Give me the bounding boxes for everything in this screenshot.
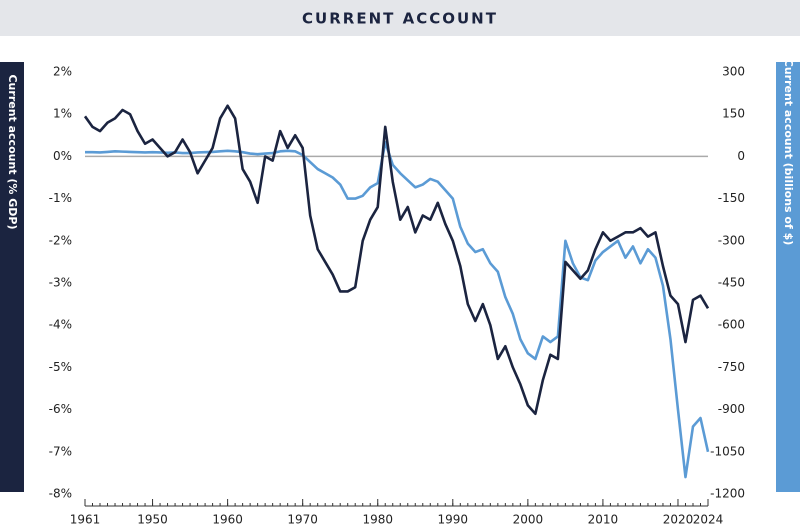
x-tick-label: 1961 xyxy=(70,513,101,527)
x-tick-label: 2000 xyxy=(513,513,544,527)
y2-tick-label: -600 xyxy=(718,318,745,332)
x-tick-label: 2020 xyxy=(663,513,694,527)
y-tick-label: -4% xyxy=(49,318,72,332)
y2-tick-label: -450 xyxy=(718,276,745,290)
y2-axis-label: Current account (billions of $) xyxy=(782,59,795,246)
y2-tick-label: -300 xyxy=(718,233,745,247)
y-tick-label: -7% xyxy=(49,444,72,458)
x-tick-label: 1950 xyxy=(137,513,168,527)
y2-tick-label: 300 xyxy=(722,65,745,79)
y2-tick-label: 150 xyxy=(722,107,745,121)
y2-tick-label: -900 xyxy=(718,402,745,416)
y-tick-label: -5% xyxy=(49,360,72,374)
y-tick-label: 1% xyxy=(53,107,72,121)
y2-tick-label: -1050 xyxy=(710,444,745,458)
y2-tick-label: -750 xyxy=(718,360,745,374)
x-tick-label: 2010 xyxy=(588,513,619,527)
x-tick-label: 1990 xyxy=(438,513,469,527)
chart-title: CURRENT ACCOUNT xyxy=(302,10,498,28)
y2-tick-label: -1200 xyxy=(710,487,745,501)
y2-tick-label: -150 xyxy=(718,191,745,205)
y2-tick-label: 0 xyxy=(737,149,745,163)
x-tick-label: 1980 xyxy=(362,513,393,527)
x-tick-label: 1970 xyxy=(287,513,318,527)
y-tick-label: -1% xyxy=(49,191,72,205)
y-axis-label: Current account (% GDP) xyxy=(6,74,19,229)
y-tick-label: -6% xyxy=(49,402,72,416)
line-series xyxy=(83,104,710,416)
line-series xyxy=(85,141,710,479)
left-axis-band xyxy=(0,62,24,492)
right-axis-band xyxy=(776,62,800,492)
y-tick-label: 2% xyxy=(53,65,72,79)
y-tick-label: -8% xyxy=(49,487,72,501)
y-tick-label: -3% xyxy=(49,276,72,290)
y-tick-label: 0% xyxy=(53,149,72,163)
y-tick-label: -2% xyxy=(49,233,72,247)
x-tick-label: 1960 xyxy=(212,513,243,527)
title-band xyxy=(0,0,800,36)
x-tick-label: 2024 xyxy=(693,513,724,527)
